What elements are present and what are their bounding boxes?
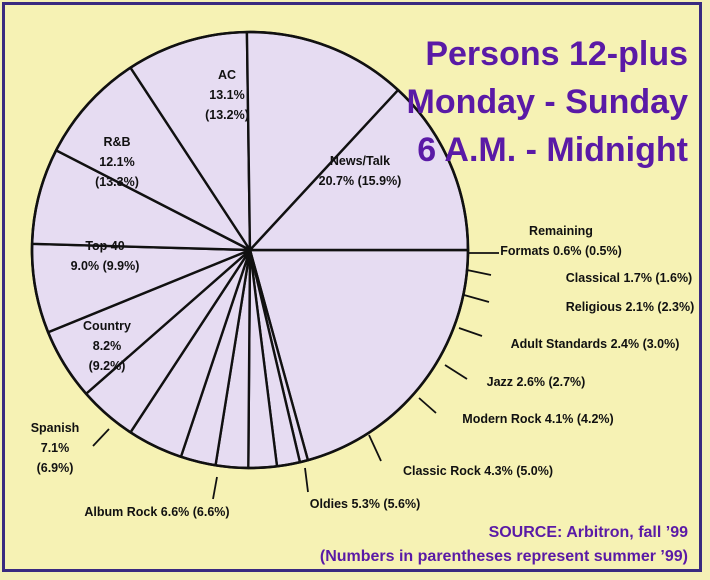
slice-label-modern-rock: Modern Rock 4.1% (4.2%): [462, 412, 613, 426]
slice-label-country: Country 8.2% (9.2%): [83, 319, 131, 373]
leader-line-spanish: [92, 428, 110, 447]
slice-label-line: R&B: [103, 135, 130, 149]
pie-outline: [30, 30, 470, 470]
slice-label-line: 9.0% (9.9%): [71, 259, 140, 273]
leader-line-classical: [466, 269, 492, 276]
slice-label-r-b: R&B 12.1% (13.3%): [95, 135, 139, 189]
pie-slices: [30, 30, 470, 470]
source-note: SOURCE: Arbitron, fall ’99 (Numbers in p…: [320, 524, 688, 565]
title-line-2: Monday - Sunday: [407, 83, 689, 121]
slice-label-line: Country: [83, 319, 131, 333]
leader-line-modern-rock: [418, 397, 437, 414]
slice-label-line: Jazz 2.6% (2.7%): [487, 375, 586, 389]
slice-label-line: (13.2%): [205, 108, 249, 122]
slice-label-line: Religious 2.1% (2.3%): [566, 300, 695, 314]
slice-label-line: (13.3%): [95, 175, 139, 189]
leader-line-jazz: [444, 364, 468, 380]
slice-label-line: 20.7% (15.9%): [319, 174, 402, 188]
slice-label-line: Oldies 5.3% (5.6%): [310, 497, 420, 511]
leader-line-oldies: [304, 467, 309, 493]
source-line-2: (Numbers in parentheses represent summer…: [320, 548, 688, 565]
slice-label-line: 7.1%: [41, 441, 70, 455]
slice-label-classic-rock: Classic Rock 4.3% (5.0%): [403, 464, 553, 478]
slice-label-oldies: Oldies 5.3% (5.6%): [310, 497, 420, 511]
chart-frame: News/Talk 20.7% (15.9%) Remaining Formats 0…: [2, 2, 702, 572]
chart-title: Persons 12-plus Monday - Sunday 6 A.M. -…: [407, 35, 689, 169]
slice-label-line: Top 40: [85, 239, 124, 253]
slice-label-line: 8.2%: [93, 339, 122, 353]
slice-label-classical: Classical 1.7% (1.6%): [566, 271, 692, 285]
slice-labels: News/Talk 20.7% (15.9%) Remaining Formats 0…: [31, 68, 695, 519]
leader-lines: [92, 252, 499, 500]
title-line-3: 6 A.M. - Midnight: [417, 131, 688, 169]
slice-label-adult-standards: Adult Standards 2.4% (3.0%): [511, 337, 680, 351]
leader-line-religious: [463, 294, 490, 303]
slice-label-religious: Religious 2.1% (2.3%): [566, 300, 695, 314]
source-line-1: SOURCE: Arbitron, fall ’99: [489, 524, 689, 541]
slice-label-spanish: Spanish 7.1% (6.9%): [31, 421, 80, 475]
slice-label-line: Modern Rock 4.1% (4.2%): [462, 412, 613, 426]
slice-label-line: 12.1%: [99, 155, 134, 169]
slice-label-top-40: Top 40 9.0% (9.9%): [71, 239, 140, 273]
slice-label-line: 13.1%: [209, 88, 244, 102]
slice-label-line: AC: [218, 68, 236, 82]
leader-line-classic-rock: [368, 434, 382, 462]
slice-label-remaining-formats: Remaining Formats 0.6% (0.5%): [500, 224, 622, 258]
slice-label-ac: AC 13.1% (13.2%): [205, 68, 249, 122]
title-line-1: Persons 12-plus: [425, 35, 688, 73]
slice-label-line: (9.2%): [89, 359, 126, 373]
slice-label-line: (6.9%): [37, 461, 74, 475]
slice-label-album-rock: Album Rock 6.6% (6.6%): [84, 505, 229, 519]
slice-label-line: Spanish: [31, 421, 80, 435]
slice-label-line: Classic Rock 4.3% (5.0%): [403, 464, 553, 478]
slice-label-news-talk: News/Talk 20.7% (15.9%): [319, 154, 402, 188]
slice-label-line: News/Talk: [330, 154, 390, 168]
pie-chart: News/Talk 20.7% (15.9%) Remaining Formats 0…: [30, 30, 695, 565]
slice-label-jazz: Jazz 2.6% (2.7%): [487, 375, 586, 389]
leader-line-album-rock: [212, 476, 218, 500]
leader-line-adult-standards: [458, 327, 483, 337]
slice-label-line: Album Rock 6.6% (6.6%): [84, 505, 229, 519]
slice-label-line: Formats 0.6% (0.5%): [500, 244, 622, 258]
slice-label-line: Adult Standards 2.4% (3.0%): [511, 337, 680, 351]
slice-label-line: Remaining: [529, 224, 593, 238]
slice-label-line: Classical 1.7% (1.6%): [566, 271, 692, 285]
